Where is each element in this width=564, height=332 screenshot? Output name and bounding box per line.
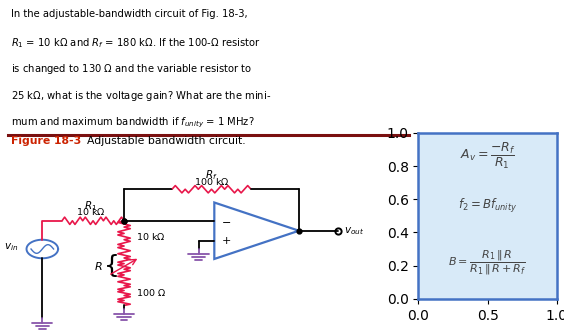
Text: Figure 18-3: Figure 18-3	[11, 136, 82, 146]
Text: $-$: $-$	[221, 216, 231, 226]
Text: $+$: $+$	[221, 235, 231, 246]
Text: $R_f$: $R_f$	[205, 168, 218, 182]
Text: $A_v = \dfrac{-R_f}{R_1}$: $A_v = \dfrac{-R_f}{R_1}$	[460, 141, 515, 171]
Text: mum and maximum bandwidth if $f_{unity}$ = 1 MHz?: mum and maximum bandwidth if $f_{unity}$…	[11, 116, 255, 130]
Text: {: {	[104, 254, 120, 279]
Text: 10 k$\Omega$: 10 k$\Omega$	[136, 231, 166, 242]
Text: $R_1$ = 10 k$\Omega$ and $R_f$ = 180 k$\Omega$. If the 100-$\Omega$ resistor: $R_1$ = 10 k$\Omega$ and $R_f$ = 180 k$\…	[11, 36, 261, 50]
Text: 100 $\Omega$: 100 $\Omega$	[136, 288, 166, 298]
Text: 10 k$\Omega$: 10 k$\Omega$	[76, 207, 105, 217]
Text: 100 k$\Omega$: 100 k$\Omega$	[194, 176, 229, 187]
Text: $v_{out}$: $v_{out}$	[344, 225, 364, 237]
Text: $R$: $R$	[94, 260, 103, 273]
Text: In the adjustable-bandwidth circuit of Fig. 18-3,: In the adjustable-bandwidth circuit of F…	[11, 9, 248, 19]
Text: $R_1$: $R_1$	[83, 200, 97, 213]
Text: $v_{in}$: $v_{in}$	[4, 241, 19, 253]
Text: is changed to 130 $\Omega$ and the variable resistor to: is changed to 130 $\Omega$ and the varia…	[11, 62, 253, 76]
Text: $f_2 = Bf_{unity}$: $f_2 = Bf_{unity}$	[458, 197, 517, 215]
Text: $B = \dfrac{R_1\,\|\,R}{R_1\,\|\,R + R_f}$: $B = \dfrac{R_1\,\|\,R}{R_1\,\|\,R + R_f…	[448, 248, 527, 277]
Text: 25 k$\Omega$, what is the voltage gain? What are the mini-: 25 k$\Omega$, what is the voltage gain? …	[11, 89, 271, 103]
Text: Adjustable bandwidth circuit.: Adjustable bandwidth circuit.	[81, 136, 246, 146]
